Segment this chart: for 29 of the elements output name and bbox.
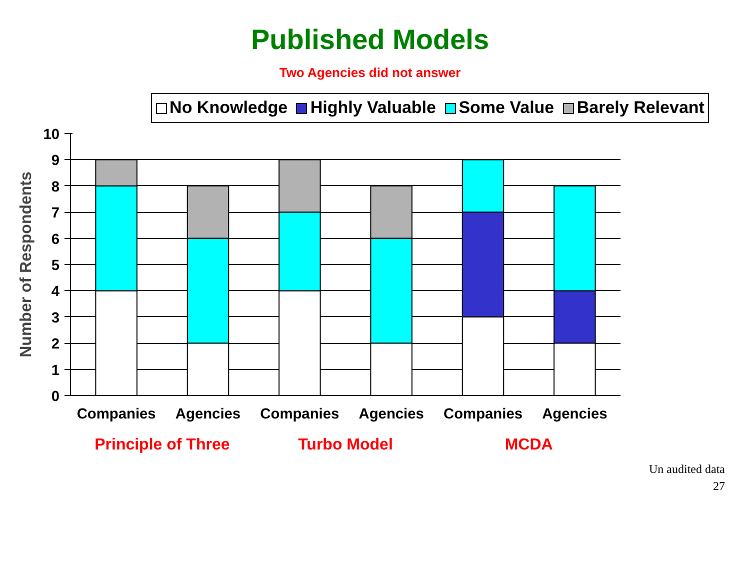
text: Principle of Three — [94, 436, 230, 454]
x-tick-label: Agencies — [542, 406, 608, 422]
y-tick-label: 5 — [51, 258, 60, 274]
y-tick-label: 10 — [43, 126, 60, 143]
x-tick-label: Companies — [444, 406, 522, 422]
y-tick-label: 7 — [51, 205, 60, 222]
chart-subtitle: Two Agencies did not answer — [279, 64, 461, 82]
y-tick-label: 6 — [51, 232, 60, 248]
text: Un audited data — [649, 462, 725, 476]
legend-label: Highly Valuable — [310, 98, 436, 117]
y-axis-title: Number of Respondents — [18, 171, 36, 358]
y-tick-label: 3 — [51, 310, 60, 326]
text: MCDA — [504, 436, 554, 454]
chart-title: Published Models — [250, 23, 490, 57]
x-tick-label: Companies — [76, 406, 156, 422]
legend-label: Barely Relevant — [576, 98, 704, 117]
x-tick-label: Agencies — [358, 406, 424, 422]
y-tick-label: 9 — [51, 153, 60, 170]
y-tick-label: 8 — [51, 179, 60, 196]
y-tick-label: 0 — [51, 388, 60, 405]
y-tick-label: 1 — [51, 362, 60, 379]
y-tick-label: 2 — [51, 336, 60, 352]
text: 27 — [713, 478, 725, 493]
legend-label: Some Value — [458, 98, 554, 117]
legend-label: No Knowledge — [170, 98, 288, 117]
x-tick-label: Companies — [260, 406, 340, 422]
x-tick-label: Agencies — [175, 406, 241, 422]
y-tick-label: 4 — [51, 284, 60, 300]
text: Turbo Model — [298, 436, 393, 454]
